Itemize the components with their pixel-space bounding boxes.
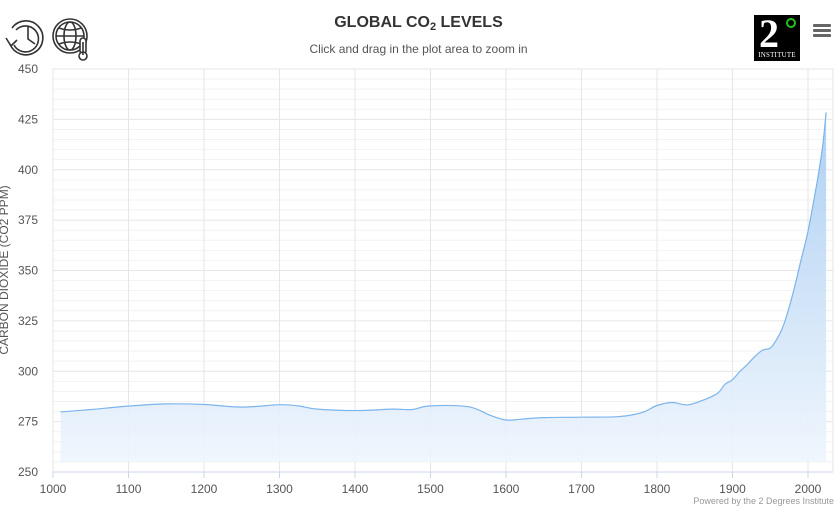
- title-text: GLOBAL CO: [334, 14, 430, 31]
- y-axis-ticks: 250 275 300 325 350 375 400 425 450: [18, 62, 38, 479]
- title-tail: LEVELS: [436, 14, 503, 31]
- svg-text:300: 300: [18, 364, 38, 378]
- x-axis-ticks: 1000 1100 1200 1300 1400 1500 1600 1700 1800 1900…: [40, 472, 822, 496]
- svg-text:275: 275: [18, 415, 38, 429]
- svg-text:1400: 1400: [342, 482, 369, 496]
- svg-text:2000: 2000: [795, 482, 822, 496]
- globe-thermometer-icon[interactable]: [50, 14, 96, 62]
- svg-text:1200: 1200: [191, 482, 218, 496]
- svg-text:1500: 1500: [417, 482, 444, 496]
- svg-text:1300: 1300: [266, 482, 293, 496]
- svg-text:350: 350: [18, 264, 38, 278]
- degree-icon: [786, 18, 796, 28]
- svg-text:1700: 1700: [568, 482, 595, 496]
- svg-text:250: 250: [18, 465, 38, 479]
- hamburger-menu-icon[interactable]: [813, 24, 831, 38]
- credits-link[interactable]: Powered by the 2 Degrees Institute: [693, 496, 834, 506]
- two-degrees-institute-logo[interactable]: 2 INSTITUTE: [754, 11, 800, 61]
- co2-line[interactable]: [60, 112, 827, 421]
- chart-subtitle: Click and drag in the plot area to zoom …: [309, 42, 528, 56]
- clock-rewind-icon[interactable]: [2, 14, 48, 62]
- svg-text:375: 375: [18, 213, 38, 227]
- co2-area: [60, 112, 827, 462]
- y-axis-title: CARBON DIOXIDE (CO2 PPM): [0, 185, 11, 354]
- svg-text:1100: 1100: [116, 482, 142, 496]
- svg-text:325: 325: [18, 314, 38, 328]
- svg-text:1800: 1800: [644, 482, 671, 496]
- logo-numeral: 2: [759, 11, 779, 56]
- logo-label: INSTITUTE: [758, 51, 796, 59]
- svg-text:1000: 1000: [40, 482, 67, 496]
- title-subscript: 2: [429, 21, 437, 33]
- svg-text:1900: 1900: [719, 482, 746, 496]
- svg-text:400: 400: [18, 163, 38, 177]
- chart-title: GLOBAL CO2 LEVELS: [0, 14, 837, 33]
- svg-text:425: 425: [18, 112, 38, 126]
- svg-text:450: 450: [18, 62, 38, 76]
- svg-text:1600: 1600: [493, 482, 520, 496]
